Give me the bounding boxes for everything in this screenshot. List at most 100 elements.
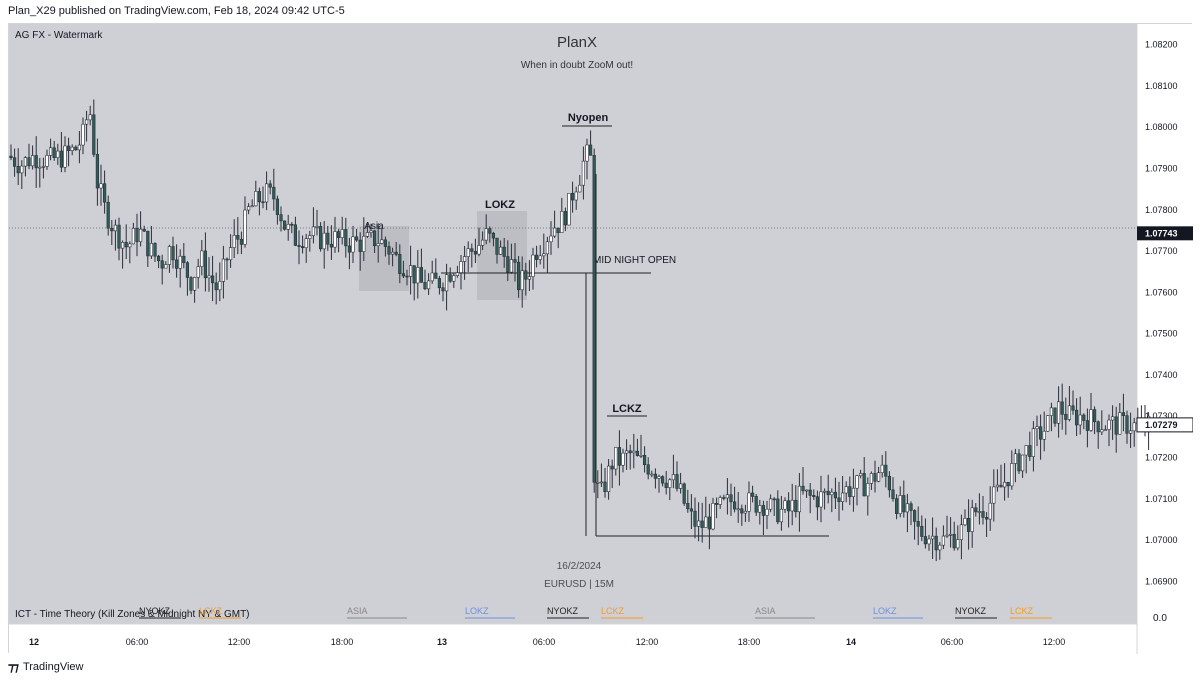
candle-body	[520, 270, 524, 291]
candle-body	[491, 232, 496, 239]
candle-body	[668, 479, 672, 488]
candle-body	[880, 464, 884, 473]
candle-body	[959, 524, 963, 540]
candle-body	[725, 494, 729, 499]
candle-body	[157, 255, 161, 262]
candle-body	[1031, 428, 1035, 457]
candle-body	[77, 144, 81, 151]
candle-body	[642, 455, 647, 466]
candle-body	[660, 476, 665, 484]
candle-body	[1121, 412, 1125, 416]
candle-body	[509, 259, 514, 273]
footer-brand: TradingView	[22, 661, 84, 673]
chart-frame[interactable]: AG FX - Watermark PlanX When in doubt Zo…	[8, 23, 1193, 654]
candle-body	[639, 455, 643, 457]
candle-body	[340, 229, 344, 238]
candle-body	[329, 243, 334, 248]
candle-body	[696, 520, 701, 527]
candle-body	[732, 501, 737, 510]
candle-body	[41, 166, 45, 168]
candle-body	[113, 224, 117, 232]
candle-body	[1028, 445, 1032, 457]
candle-body	[1035, 426, 1039, 430]
candle-body	[196, 266, 200, 278]
candle-body	[657, 476, 661, 479]
candle-body	[63, 145, 67, 168]
candle-body	[13, 157, 17, 167]
candle-body	[844, 486, 848, 494]
annotation-lokz: LOKZ	[485, 199, 515, 211]
candle-body	[516, 261, 521, 291]
plot-background	[9, 24, 1137, 602]
candle-body	[326, 232, 330, 245]
candle-body	[632, 450, 636, 454]
candle-body	[722, 497, 726, 499]
candle-body	[164, 264, 168, 269]
candle-body	[59, 150, 63, 168]
candle-body	[211, 275, 215, 284]
candle-body	[736, 508, 740, 511]
candle-body	[920, 525, 924, 537]
candle-body	[790, 499, 794, 512]
candle-body	[970, 507, 974, 532]
candle-body	[956, 539, 960, 549]
candle-body	[786, 500, 791, 512]
candle-body	[1024, 445, 1028, 456]
candle-body	[743, 510, 747, 514]
candle-body	[599, 481, 603, 484]
candle-body	[606, 465, 611, 492]
candle-body	[380, 239, 384, 244]
time-tick-label: 12	[29, 637, 39, 647]
candle-body	[596, 481, 600, 484]
candle-body	[689, 508, 693, 512]
time-tick-label: 13	[437, 637, 447, 647]
candle-body	[254, 191, 258, 207]
candle-body	[1060, 401, 1064, 415]
candle-body	[1082, 414, 1086, 421]
candle-body	[167, 246, 172, 265]
time-tick-label: 14	[846, 637, 856, 647]
candle-body	[221, 258, 226, 282]
candle-body	[837, 497, 841, 502]
candle-body	[70, 146, 74, 151]
candle-body	[984, 517, 989, 520]
candle-body	[175, 259, 179, 269]
candle-body	[686, 503, 690, 510]
candle-body	[675, 474, 679, 489]
price-badge-bg	[1137, 226, 1193, 241]
candle-body	[1118, 412, 1122, 435]
candle-body	[938, 544, 942, 551]
candle-body	[869, 473, 873, 484]
candle-body	[671, 474, 675, 481]
candle-body	[412, 265, 416, 284]
candle-body	[462, 256, 467, 262]
candle-body	[142, 228, 146, 232]
candle-body	[383, 239, 388, 247]
candle-body	[815, 496, 819, 508]
candle-body	[23, 157, 27, 167]
candle-body	[765, 508, 769, 516]
price-tick-labels: 1.08200 1.08100 1.08000 1.07900 1.07800 1.077…	[1145, 40, 1178, 587]
candle-body	[1103, 429, 1107, 431]
candlestick-chart[interactable]: AG FX - Watermark PlanX When in doubt Zo…	[9, 24, 1193, 654]
candle-body	[488, 228, 492, 234]
time-tick-labels: 12 06:00 12:00 18:00 13 06:00 12:00 18:00 14 06:0…	[29, 637, 1065, 647]
candle-body	[110, 227, 114, 232]
candle-body	[1020, 454, 1025, 472]
annotation-asia: Asia	[364, 221, 384, 232]
candle-body	[578, 184, 582, 193]
indicator-label: LCKZ	[601, 606, 625, 616]
candle-body	[193, 277, 197, 291]
candle-body	[1046, 415, 1050, 432]
candle-body	[387, 246, 391, 255]
candle-body	[574, 191, 578, 201]
candle-body	[588, 144, 593, 156]
time-tick-label: 18:00	[738, 637, 761, 647]
candle-body	[423, 282, 427, 290]
candle-body	[459, 261, 463, 273]
candle-body	[473, 251, 478, 255]
candle-body	[941, 535, 945, 546]
candle-body	[189, 277, 193, 291]
candle-body	[934, 535, 938, 551]
annotation-midnight-open: MID NIGHT OPEN	[593, 255, 676, 266]
